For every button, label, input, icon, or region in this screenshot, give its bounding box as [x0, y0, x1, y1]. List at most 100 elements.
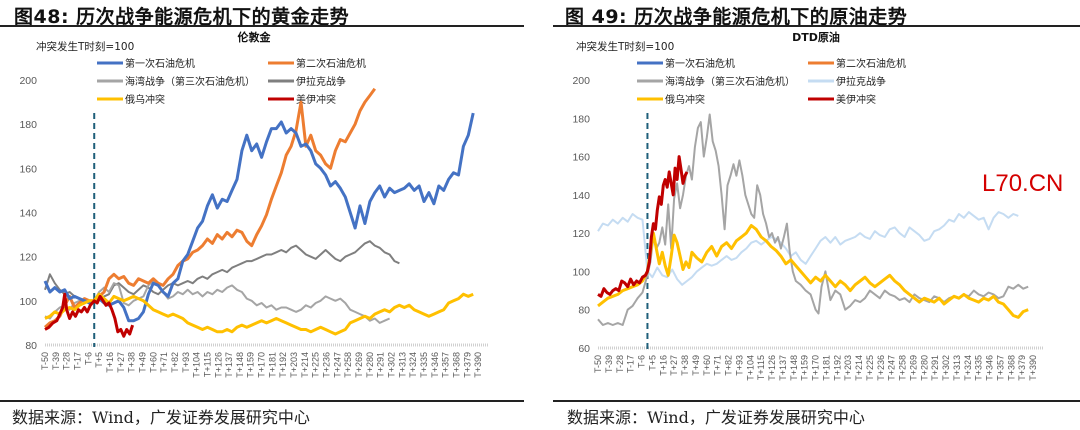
x-tick-label: T+313: [397, 352, 407, 378]
x-tick-label: T+181: [267, 352, 277, 378]
x-tick-label: T-6: [83, 352, 93, 365]
x-tick-label: T+203: [289, 352, 299, 378]
x-tick-label: T+335: [974, 355, 984, 381]
x-tick-label: T+203: [843, 355, 853, 381]
x-tick-label: T+137: [224, 352, 234, 378]
x-tick-label: T+247: [332, 352, 342, 378]
x-tick-label: T+71: [159, 352, 169, 373]
figure-48-panel: 图48: 历次战争能源危机下的黄金走势 伦敦金冲突发生T时刻=100 80 100 1…: [0, 0, 530, 430]
chart-annotation: 冲突发生T时刻=100: [576, 40, 674, 53]
y-tick-label: 60: [578, 343, 590, 355]
x-tick-label: T+115: [202, 352, 212, 377]
y-tick-label: 120: [572, 228, 590, 240]
x-tick-label: T+104: [745, 355, 755, 381]
x-tick-label: T+170: [257, 352, 267, 378]
bottom-divider: [553, 400, 1080, 402]
x-tick-label: T+115: [756, 355, 766, 380]
x-tick-label: T+324: [963, 355, 973, 381]
chart-title: 伦敦金: [238, 30, 272, 44]
x-tick-label: T+181: [821, 355, 831, 381]
x-tick-label: T+192: [832, 355, 842, 381]
x-tick-label: T+93: [734, 355, 744, 376]
x-tick-label: T+225: [865, 355, 875, 381]
y-tick-label: 200: [572, 75, 590, 87]
x-tick-label: T+269: [908, 355, 918, 381]
series-line: [44, 292, 135, 338]
series-line: [597, 155, 689, 298]
x-tick-label: T+379: [1017, 355, 1027, 381]
chart-title: DTD原油: [792, 30, 840, 44]
figure-48-source: 数据来源：Wind，广发证券发展研究中心: [12, 408, 310, 427]
x-tick-label: T+170: [811, 355, 821, 381]
series-line: [44, 292, 474, 336]
x-tick-label: T+93: [181, 352, 191, 373]
x-tick-label: T+335: [419, 352, 429, 378]
x-tick-label: T+27: [669, 355, 679, 376]
figure-49-panel: 图 49: 历次战争能源危机下的原油走势 DTD原油 冲突发生T时刻=100 60 8…: [553, 0, 1080, 430]
x-tick-label: T+302: [387, 352, 397, 378]
x-tick-label: T-28: [62, 352, 72, 370]
x-tick-label: T+357: [441, 352, 451, 378]
x-tick-label: T-50: [593, 355, 603, 373]
legend-label: 俄乌冲突: [665, 93, 705, 106]
x-tick-label: T+71: [713, 355, 723, 376]
x-tick-label: T+258: [343, 352, 353, 378]
y-tick-label: 120: [19, 252, 37, 264]
y-tick-label: 100: [19, 296, 37, 308]
x-tick-label: T+291: [930, 355, 940, 381]
x-tick-label: T+16: [658, 355, 668, 376]
x-tick-label: T+346: [985, 355, 995, 381]
x-tick-label: T+192: [278, 352, 288, 378]
legend-label: 第一次石油危机: [125, 57, 195, 70]
figure-48-title: 图48: 历次战争能源危机下的黄金走势: [14, 6, 350, 28]
top-divider: [0, 25, 524, 27]
legend-label: 第二次石油危机: [296, 57, 366, 70]
x-tick-label: T+302: [941, 355, 951, 381]
legend-label: 海湾战争（第三次石油危机）: [125, 75, 255, 88]
x-tick-label: T+247: [887, 355, 897, 381]
x-tick-label: T+82: [170, 352, 180, 373]
legend-label: 美伊冲突: [836, 93, 876, 106]
x-tick-label: T+38: [127, 352, 137, 373]
x-tick-label: T+269: [354, 352, 364, 378]
x-tick-label: T-6: [637, 355, 647, 368]
top-divider: [553, 25, 1080, 27]
series-line: [44, 240, 400, 304]
legend-label: 第一次石油危机: [665, 57, 735, 70]
x-tick-label: T+38: [680, 355, 690, 376]
x-tick-label: T+225: [311, 352, 321, 378]
legend-label: 俄乌冲突: [125, 93, 165, 106]
x-tick-label: T+368: [451, 352, 461, 378]
x-tick-label: T+126: [767, 355, 777, 381]
y-tick-label: 140: [19, 208, 37, 220]
x-tick-label: T+379: [462, 352, 472, 378]
x-tick-label: T+159: [800, 355, 810, 381]
x-tick-label: T+346: [430, 352, 440, 378]
legend-label: 伊拉克战争: [296, 75, 346, 88]
y-tick-label: 160: [19, 163, 37, 175]
legend-label: 第二次石油危机: [836, 57, 906, 70]
x-tick-label: T+148: [789, 355, 799, 381]
x-tick-label: T+357: [995, 355, 1005, 381]
x-tick-label: T-39: [51, 352, 61, 370]
y-tick-label: 80: [25, 340, 37, 352]
x-tick-label: T+390: [473, 352, 483, 378]
y-tick-label: 160: [572, 152, 590, 164]
chart-annotation: 冲突发生T时刻=100: [36, 40, 134, 53]
x-tick-label: T-17: [626, 355, 636, 373]
legend-label: 伊拉克战争: [836, 75, 886, 88]
series-line: [597, 224, 1029, 319]
legend-label: 美伊冲突: [296, 93, 336, 106]
y-tick-label: 180: [19, 119, 37, 131]
watermark: L70.CN: [982, 170, 1064, 197]
x-tick-label: T+49: [137, 352, 147, 373]
series-line: [597, 211, 1019, 286]
x-tick-label: T+16: [105, 352, 115, 373]
figure-49-source: 数据来源：Wind，广发证券发展研究中心: [567, 408, 865, 427]
x-tick-label: T+49: [691, 355, 701, 376]
x-tick-label: T+390: [1028, 355, 1038, 381]
x-tick-label: T+60: [148, 352, 158, 373]
x-tick-label: T-39: [604, 355, 614, 373]
bottom-divider: [0, 400, 524, 402]
